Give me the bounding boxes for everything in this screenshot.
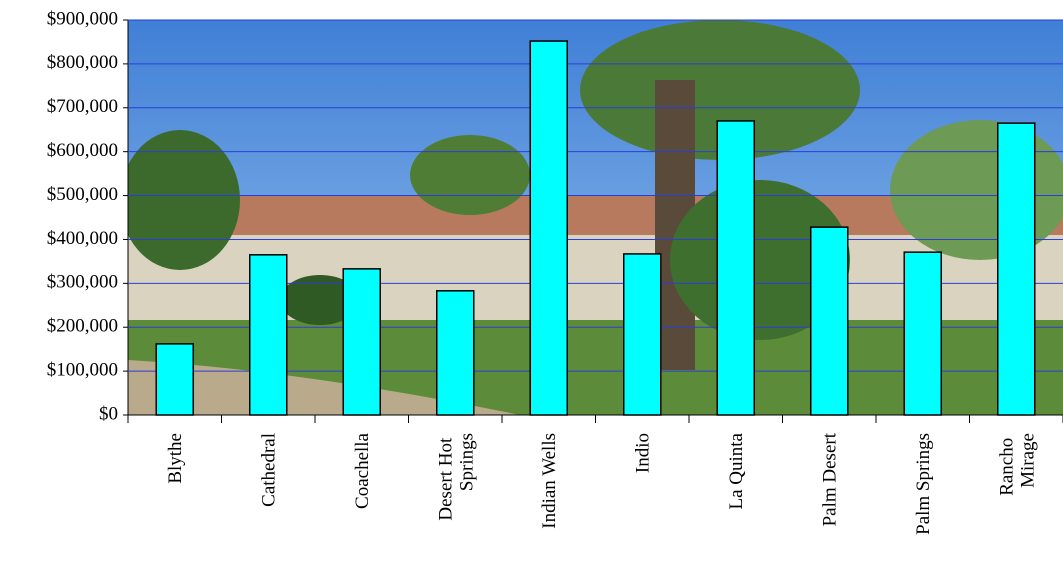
y-tick-label: $400,000 <box>47 228 118 249</box>
y-tick-label: $900,000 <box>47 8 118 29</box>
y-tick-label: $0 <box>99 403 118 424</box>
bar <box>529 40 568 416</box>
bar <box>249 254 288 416</box>
y-tick-label: $500,000 <box>47 184 118 205</box>
y-tick-label: $700,000 <box>47 96 118 117</box>
x-tick-label: Indian Wells <box>539 433 560 529</box>
y-tick-label: $800,000 <box>47 52 118 73</box>
bar <box>436 290 475 416</box>
x-tick-label: Coachella <box>352 432 373 509</box>
y-tick-label: $600,000 <box>47 140 118 161</box>
bar <box>716 120 755 416</box>
y-tick-label: $100,000 <box>47 359 118 380</box>
y-tick-label: $200,000 <box>47 316 118 337</box>
x-tick-label: La Quinta <box>726 432 747 509</box>
x-tick-label: Cathedral <box>258 433 279 507</box>
x-tick-label: Desert Hot Springs <box>435 433 477 521</box>
bar <box>155 343 194 416</box>
bar <box>997 122 1036 416</box>
x-tick-label: Rancho Mirage <box>996 433 1038 496</box>
x-tick-label: Indio <box>632 433 653 473</box>
bar <box>903 251 942 416</box>
x-tick-label: Palm Desert <box>819 432 840 526</box>
x-tick-label: Palm Springs <box>913 433 934 535</box>
y-tick-label: $300,000 <box>47 272 118 293</box>
x-tick-label: Blythe <box>165 433 186 484</box>
bar <box>623 253 662 416</box>
bar <box>810 226 849 416</box>
bar <box>342 268 381 416</box>
